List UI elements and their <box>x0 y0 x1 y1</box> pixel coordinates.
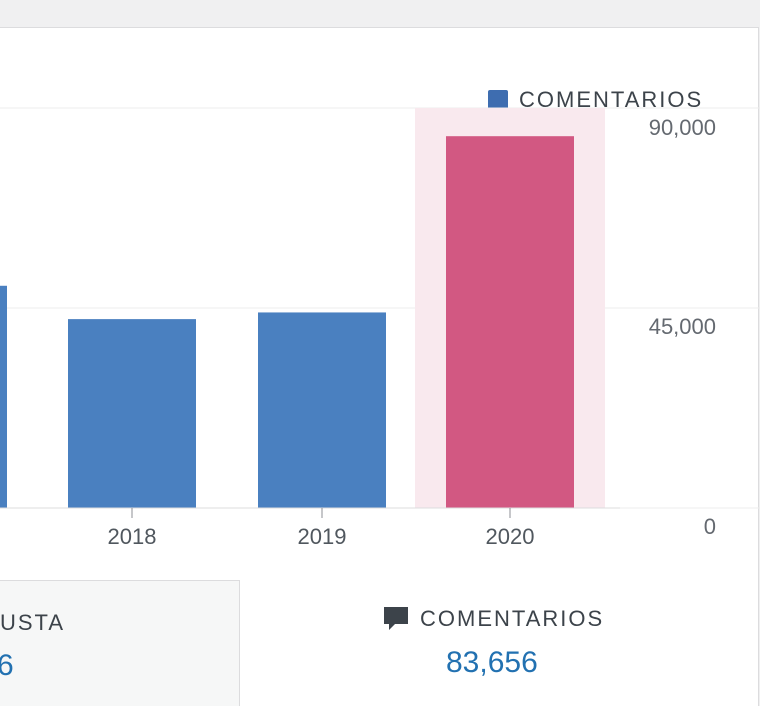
bar-2018[interactable] <box>68 319 196 508</box>
stat-card-left[interactable]: USTA 6 <box>0 580 240 706</box>
bar-2020[interactable] <box>446 136 574 508</box>
stat-comments-header: COMENTARIOS <box>382 605 604 633</box>
y-tick-label: 90,000 <box>649 115 716 140</box>
y-tick-label: 45,000 <box>649 314 716 339</box>
comment-icon <box>384 607 408 630</box>
x-tick-label-2019: 2019 <box>298 524 347 549</box>
bar-chart-svg: 2018 2019 2020 90,000 45,000 0 <box>0 108 716 549</box>
x-tick-label-2018: 2018 <box>108 524 157 549</box>
y-tick-label: 0 <box>704 514 716 539</box>
bar-2019[interactable] <box>258 312 386 508</box>
bar-2017[interactable] <box>0 285 7 508</box>
bar-chart: 2018 2019 2020 90,000 45,000 0 <box>0 108 716 549</box>
stat-left-label: USTA <box>0 610 66 635</box>
stat-card-comments[interactable]: COMENTARIOS 83,656 <box>240 580 759 706</box>
legend-swatch <box>488 90 508 110</box>
stat-comments-value[interactable]: 83,656 <box>446 646 538 679</box>
stat-comments-label: COMENTARIOS <box>420 606 605 631</box>
stats-row: USTA 6 COMENTARIOS 83,656 <box>0 580 759 706</box>
x-tick-label-2020: 2020 <box>486 524 535 549</box>
stat-left-value[interactable]: 6 <box>0 649 14 682</box>
